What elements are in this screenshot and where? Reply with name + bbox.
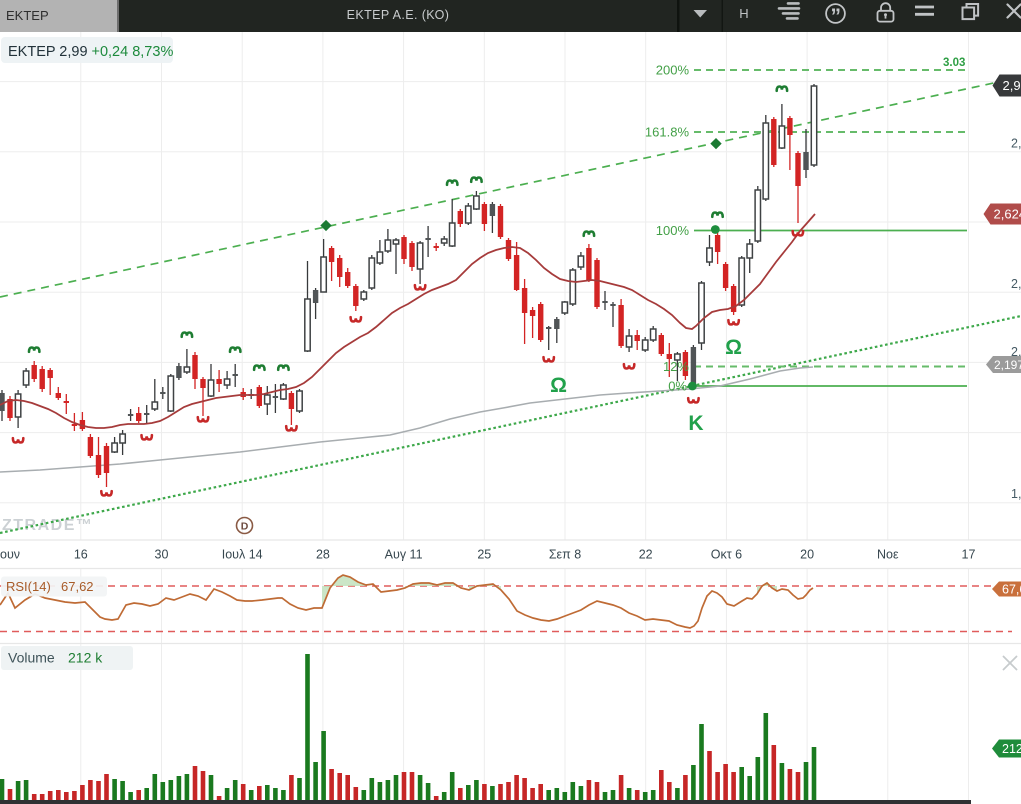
svg-text:20: 20 xyxy=(800,548,814,562)
svg-text:16: 16 xyxy=(74,548,88,562)
svg-text:Ιουλ 14: Ιουλ 14 xyxy=(222,548,263,562)
svg-text:Volume: Volume xyxy=(8,650,55,666)
svg-text:1,9: 1,9 xyxy=(1011,487,1021,501)
svg-text:2,197: 2,197 xyxy=(994,358,1021,372)
svg-text:0%: 0% xyxy=(668,379,687,394)
svg-text:Κ: Κ xyxy=(688,412,703,435)
svg-text:D: D xyxy=(241,521,249,533)
svg-text:2,624: 2,624 xyxy=(994,207,1021,222)
svg-text:212 k: 212 k xyxy=(68,650,103,666)
svg-text:Ω: Ω xyxy=(725,336,742,359)
svg-text:30: 30 xyxy=(155,548,169,562)
svg-text:ουν: ουν xyxy=(0,548,20,562)
svg-text:Οκτ 6: Οκτ 6 xyxy=(711,548,742,562)
svg-text:2,99: 2,99 xyxy=(1003,78,1021,93)
svg-text:Νοε: Νοε xyxy=(877,548,899,562)
svg-text:22: 22 xyxy=(639,548,653,562)
svg-text:Σεπ 8: Σεπ 8 xyxy=(549,548,581,562)
svg-text:2,9: 2,9 xyxy=(1011,277,1021,291)
svg-text:25: 25 xyxy=(477,548,491,562)
svg-text:2,9: 2,9 xyxy=(1011,345,1021,359)
svg-text:67,6: 67,6 xyxy=(1002,583,1021,597)
svg-text:2,9: 2,9 xyxy=(1011,137,1021,151)
svg-text:3.03: 3.03 xyxy=(943,57,965,69)
svg-text:ZTRADE™: ZTRADE™ xyxy=(2,517,93,534)
svg-text:ΕΚΤΕΡ 2,99: ΕΚΤΕΡ 2,99 xyxy=(8,44,88,60)
svg-text:12%: 12% xyxy=(663,359,689,374)
svg-text:200%: 200% xyxy=(656,63,690,78)
svg-text:RSI(14): RSI(14) xyxy=(6,579,51,594)
svg-text:H: H xyxy=(739,6,748,21)
svg-text:+0,24 8,73%: +0,24 8,73% xyxy=(92,44,174,60)
svg-text:17: 17 xyxy=(962,548,976,562)
svg-text:67,62: 67,62 xyxy=(61,579,94,594)
svg-text:Αυγ 11: Αυγ 11 xyxy=(385,548,423,562)
svg-text:161.8%: 161.8% xyxy=(645,125,690,140)
svg-text:100%: 100% xyxy=(656,223,690,238)
svg-text:28: 28 xyxy=(316,548,330,562)
svg-text:212: 212 xyxy=(1002,742,1021,756)
svg-text:”: ” xyxy=(831,5,842,28)
svg-text:Ω: Ω xyxy=(550,374,567,397)
